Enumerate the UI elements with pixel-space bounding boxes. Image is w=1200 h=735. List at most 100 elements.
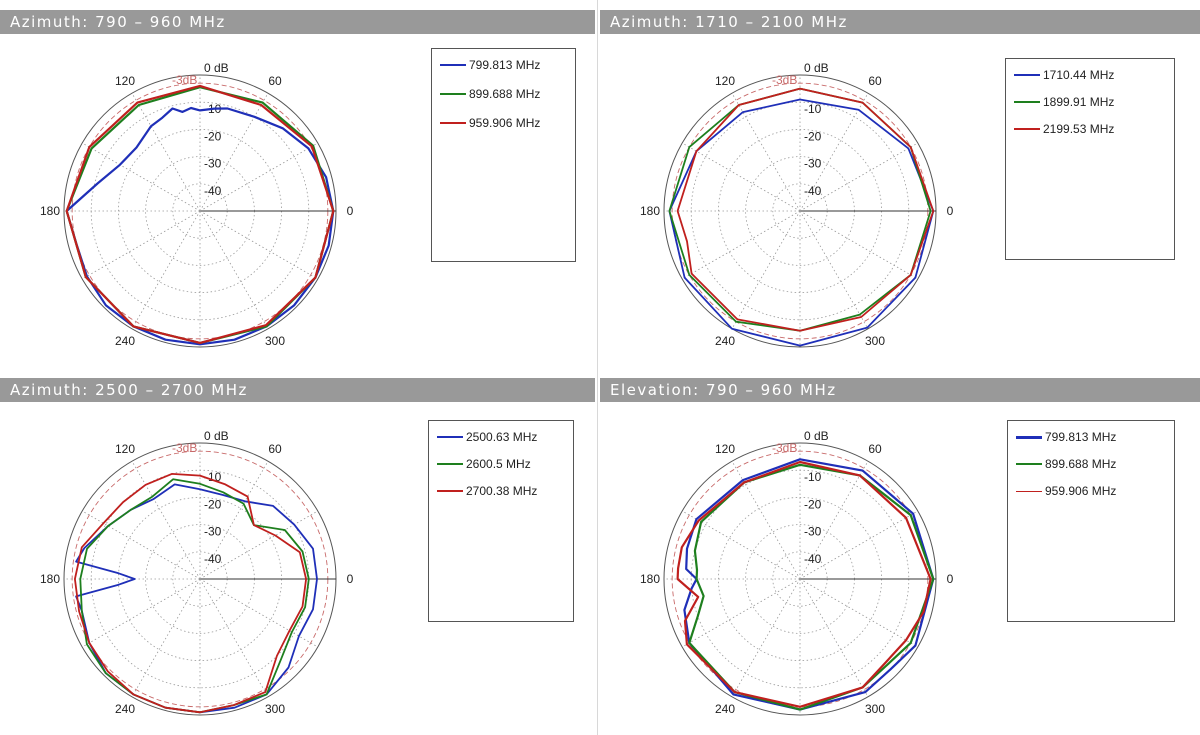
legend-label: 1899.91 MHz bbox=[1043, 95, 1115, 109]
legend-item: 899.688 MHz bbox=[440, 86, 540, 102]
legend-label: 959.906 MHz bbox=[469, 116, 541, 130]
legend-swatch-blue bbox=[440, 64, 466, 66]
panel-azimuth-790-960: Azimuth: 790 – 960 MHz 0 60 120 180 240 300 0 … bbox=[0, 10, 595, 362]
angle-label: 0 bbox=[947, 204, 954, 218]
ring-label: 0 dB bbox=[804, 61, 829, 75]
legend-label: 2700.38 MHz bbox=[466, 484, 538, 498]
panel-elevation-790-960: Elevation: 790 – 960 MHz 0 60 120 180 240 300… bbox=[600, 378, 1200, 730]
ref-3db-label: -3dB bbox=[772, 441, 797, 455]
ring-label: -10 bbox=[804, 102, 822, 116]
grid-spoke bbox=[682, 510, 801, 580]
legend-swatch-red bbox=[437, 490, 463, 492]
angle-label: 0 bbox=[347, 204, 354, 218]
angle-label: 120 bbox=[115, 442, 135, 456]
grid-spoke bbox=[199, 578, 318, 648]
series-line-red bbox=[65, 84, 335, 344]
ring-label: -20 bbox=[204, 497, 222, 511]
angle-label: 300 bbox=[865, 334, 885, 348]
legend-label: 799.813 MHz bbox=[1045, 430, 1117, 444]
legend-swatch-green bbox=[1014, 101, 1040, 103]
angle-label: 60 bbox=[268, 442, 282, 456]
legend-swatch-green bbox=[437, 463, 463, 465]
grid-spoke bbox=[799, 93, 869, 212]
legend-swatch-blue bbox=[437, 436, 463, 438]
legend-item: 2199.53 MHz bbox=[1014, 121, 1114, 137]
grid-spoke bbox=[199, 210, 269, 329]
legend-item: 959.906 MHz bbox=[1016, 483, 1116, 499]
grid-spoke bbox=[799, 578, 869, 697]
series-line-blue bbox=[65, 106, 335, 346]
panel-azimuth-2500-2700: Azimuth: 2500 – 2700 MHz 0 60 120 180 240 300… bbox=[0, 378, 595, 730]
grid-spoke bbox=[799, 578, 918, 648]
angle-label: 180 bbox=[40, 572, 60, 586]
angle-label: 60 bbox=[868, 74, 882, 88]
legend-label: 2600.5 MHz bbox=[466, 457, 531, 471]
angle-label: 240 bbox=[715, 334, 735, 348]
ring-label: -20 bbox=[204, 129, 222, 143]
legend-swatch-green bbox=[440, 93, 466, 95]
grid-spoke bbox=[131, 578, 201, 697]
grid-spoke bbox=[731, 210, 801, 329]
panel-title: Azimuth: 1710 – 2100 MHz bbox=[600, 10, 1200, 34]
ring-label: -30 bbox=[204, 525, 222, 539]
angle-label: 60 bbox=[868, 442, 882, 456]
angle-label: 300 bbox=[265, 702, 285, 716]
panel-title: Azimuth: 790 – 960 MHz bbox=[0, 10, 595, 34]
angle-label: 240 bbox=[715, 702, 735, 716]
legend-swatch-red bbox=[440, 122, 466, 124]
grid-spoke bbox=[199, 510, 318, 580]
grid-spoke bbox=[682, 210, 801, 280]
grid-spoke bbox=[82, 210, 201, 280]
ref-3db-label: -3dB bbox=[172, 73, 197, 87]
grid-spoke bbox=[131, 461, 201, 580]
ring-label: -20 bbox=[804, 129, 822, 143]
angle-label: 300 bbox=[265, 334, 285, 348]
panel-title: Azimuth: 2500 – 2700 MHz bbox=[0, 378, 595, 402]
legend: 799.813 MHz 899.688 MHz 959.906 MHz bbox=[1007, 420, 1175, 622]
ring-label: -40 bbox=[204, 184, 222, 198]
legend-label: 959.906 MHz bbox=[1045, 484, 1117, 498]
legend-item: 2700.38 MHz bbox=[437, 483, 537, 499]
legend: 2500.63 MHz 2600.5 MHz 2700.38 MHz bbox=[428, 420, 574, 622]
ring-label: -40 bbox=[204, 552, 222, 566]
grid-spoke bbox=[131, 210, 201, 329]
grid-spoke bbox=[731, 461, 801, 580]
angle-label: 0 bbox=[947, 572, 954, 586]
angle-label: 120 bbox=[715, 74, 735, 88]
ring-label: -40 bbox=[804, 552, 822, 566]
grid-spoke bbox=[799, 210, 918, 280]
legend-label: 799.813 MHz bbox=[469, 58, 541, 72]
angle-label: 240 bbox=[115, 334, 135, 348]
grid-spoke bbox=[199, 210, 318, 280]
angle-label: 0 bbox=[347, 572, 354, 586]
legend-swatch-red bbox=[1016, 490, 1042, 492]
legend-label: 2199.53 MHz bbox=[1043, 122, 1115, 136]
grid-spoke bbox=[199, 142, 318, 212]
ring-label: -30 bbox=[804, 157, 822, 171]
grid-spoke bbox=[199, 578, 269, 697]
angle-label: 240 bbox=[115, 702, 135, 716]
grid-spoke bbox=[731, 578, 801, 697]
grid-spoke bbox=[199, 93, 269, 212]
legend-swatch-red bbox=[1014, 128, 1040, 130]
series-line-red bbox=[74, 473, 307, 714]
legend-swatch-green bbox=[1016, 463, 1042, 465]
series-line-green bbox=[79, 478, 310, 714]
ring-label: -30 bbox=[204, 157, 222, 171]
ring-label: -20 bbox=[804, 497, 822, 511]
ring-label: -30 bbox=[804, 525, 822, 539]
ref-3db-label: -3dB bbox=[172, 441, 197, 455]
angle-label: 300 bbox=[865, 702, 885, 716]
legend-label: 2500.63 MHz bbox=[466, 430, 538, 444]
grid-spoke bbox=[799, 210, 869, 329]
legend-item: 2500.63 MHz bbox=[437, 429, 537, 445]
ring-label: 0 dB bbox=[804, 429, 829, 443]
angle-label: 180 bbox=[640, 204, 660, 218]
grid-spoke bbox=[82, 510, 201, 580]
ring-label: 0 dB bbox=[204, 61, 229, 75]
legend-swatch-blue bbox=[1014, 74, 1040, 76]
ring-label: 0 dB bbox=[204, 429, 229, 443]
